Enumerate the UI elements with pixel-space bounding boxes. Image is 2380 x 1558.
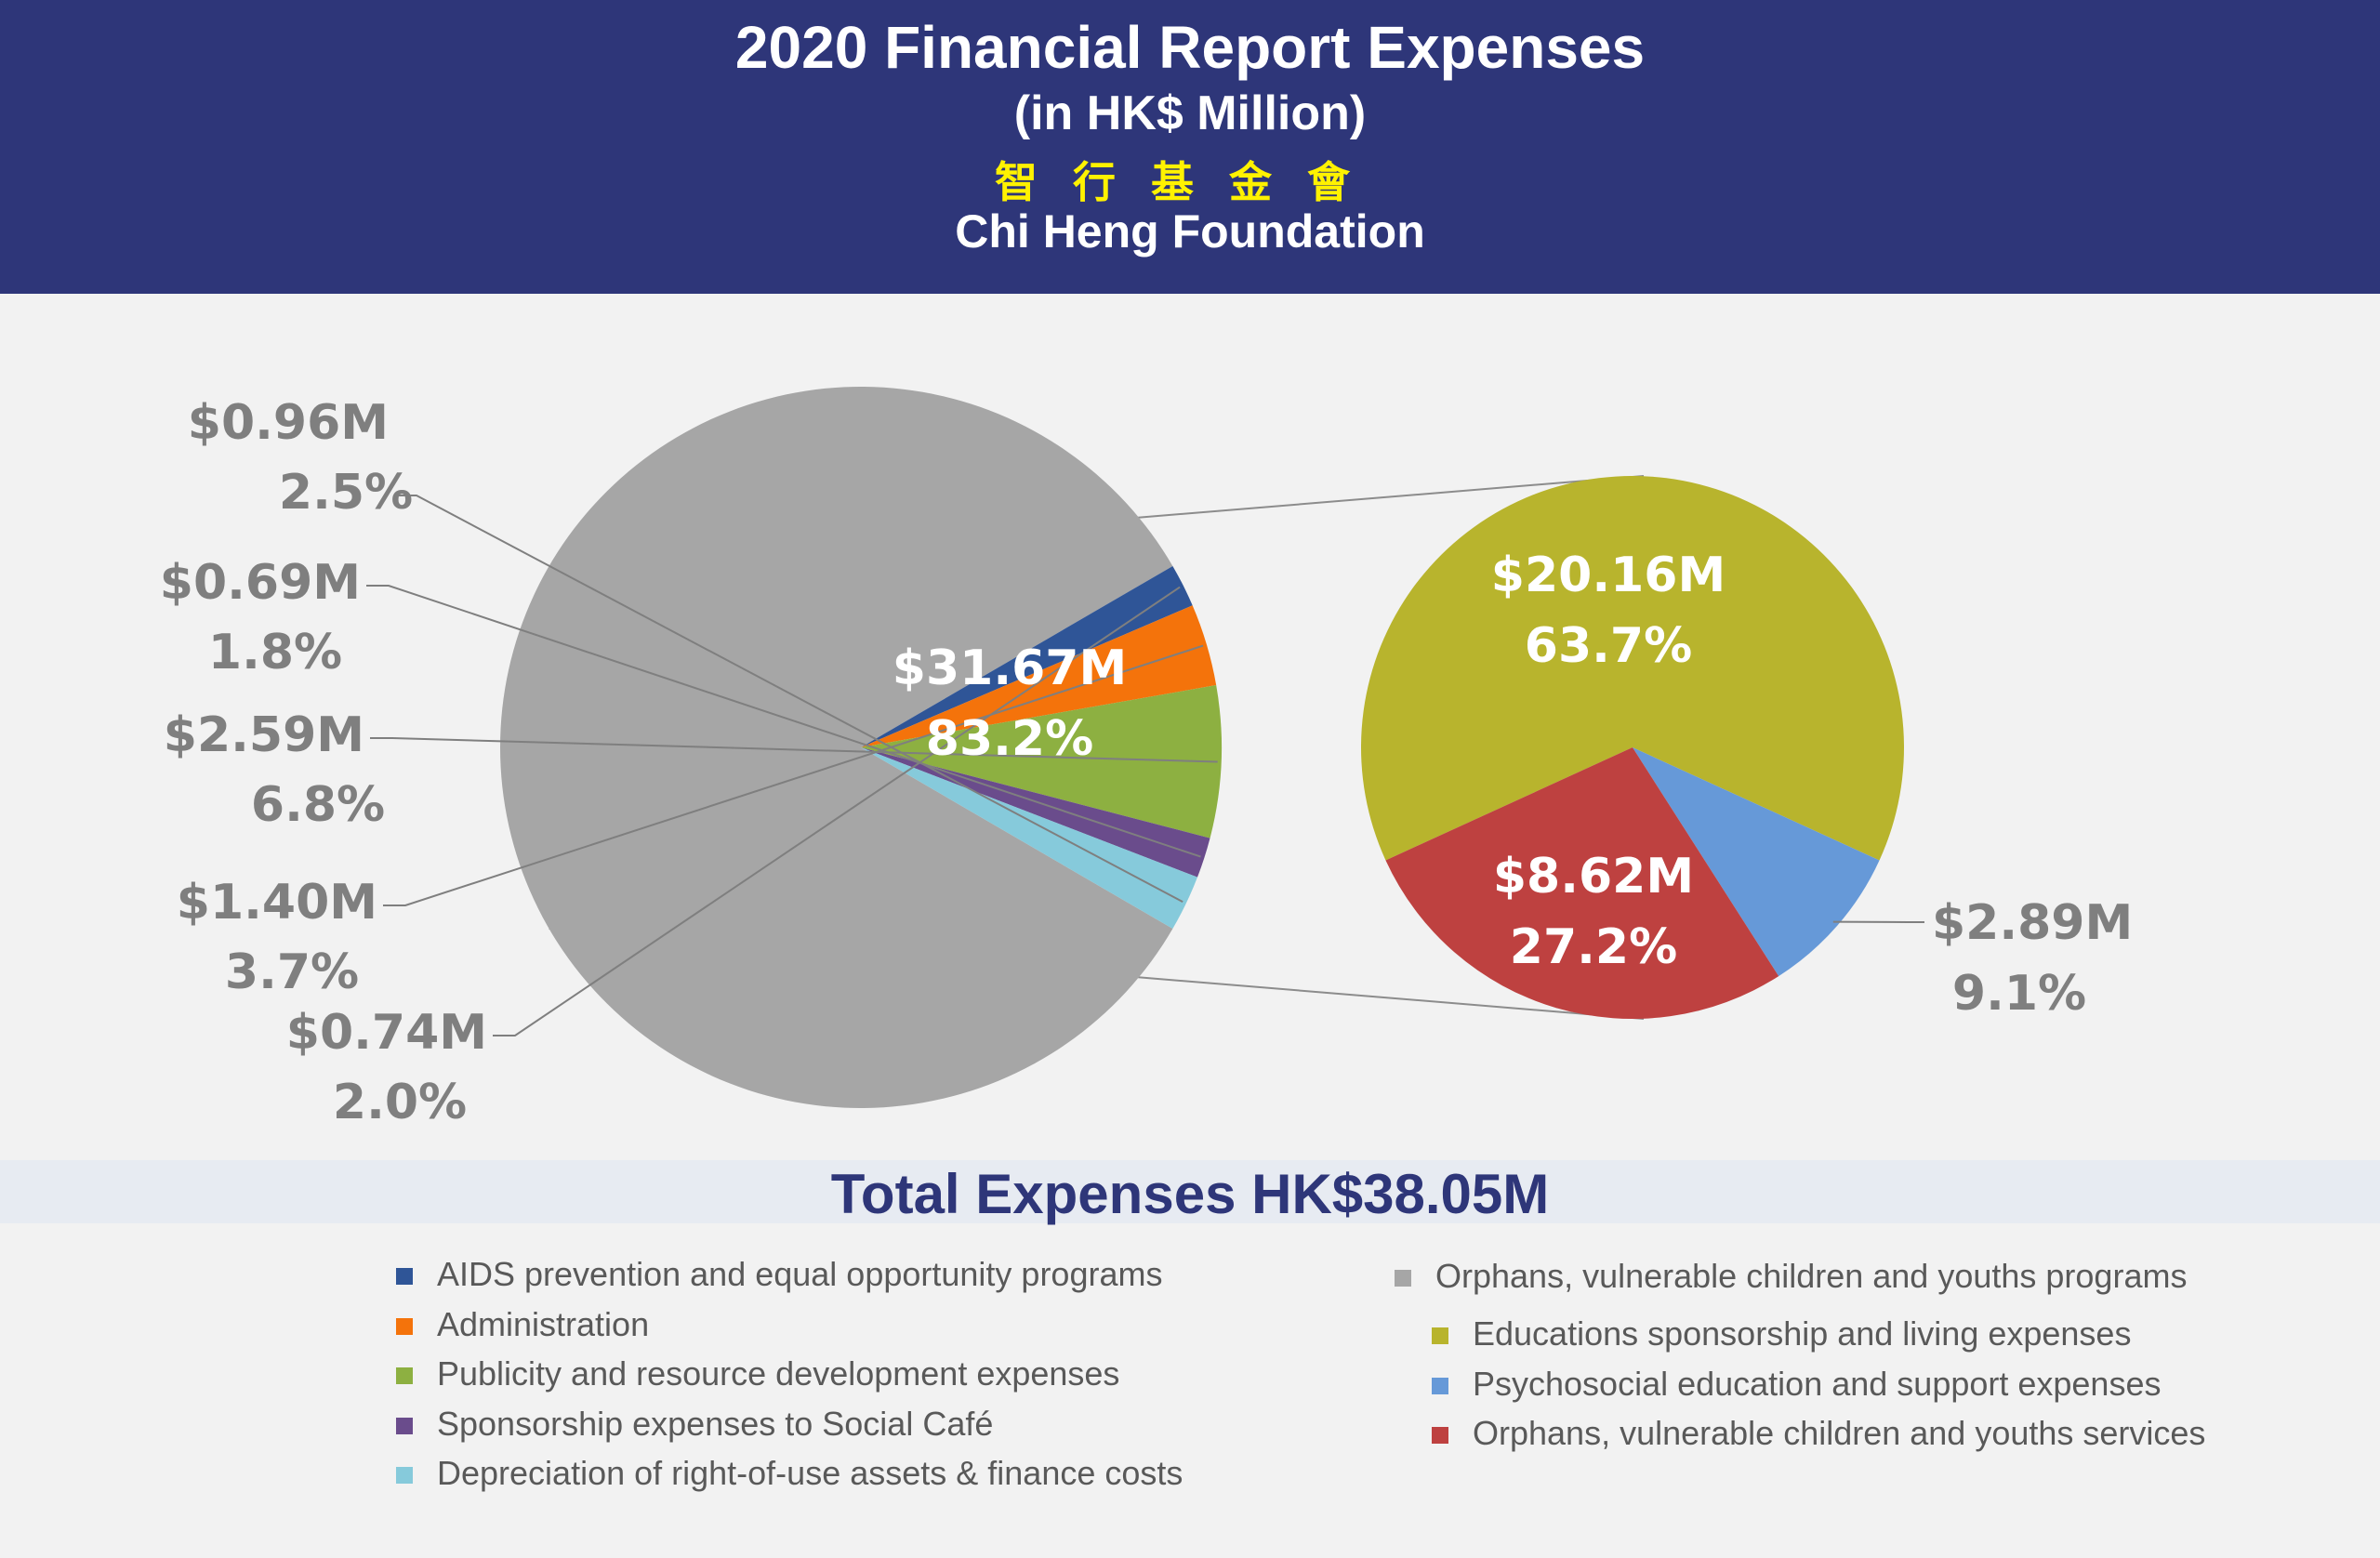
chinese-org-name: 智行基金會 [995, 157, 1385, 207]
label-value-aids-prevention-and-equal-opportunity-programs: $0.74M [286, 1005, 487, 1061]
leader-line-depreciation-of-right-of-use-assets-finance-costs [394, 495, 1183, 904]
legend-label: Educations sponsorship and living expens… [1473, 1314, 2132, 1353]
legend-swatch [1432, 1378, 1448, 1394]
legend-label: Publicity and resource development expen… [437, 1354, 1120, 1393]
legend-swatch [396, 1367, 413, 1384]
label-value-orphans-vulnerable-children-and-youths-programs: $31.67M [892, 640, 1127, 696]
main-pie-slice-administration [861, 605, 1217, 747]
legend-label: AIDS prevention and equal opportunity pr… [437, 1255, 1163, 1293]
label-value-sponsorship-expenses-to-social-caf: $0.69M [160, 555, 361, 611]
report-title: 2020 Financial Report Expenses [734, 14, 1646, 81]
org-name: Chi Heng Foundation [955, 205, 1425, 257]
label-percent-aids-prevention-and-equal-opportunity-programs: 2.0% [333, 1075, 467, 1130]
report-subtitle: (in HK$ Million) [1013, 86, 1367, 140]
main-pie-slice-sponsorship-expenses-to-social-caf [861, 747, 1210, 878]
legend-swatch [396, 1317, 413, 1335]
main-pie-slice-depreciation-of-right-of-use-assets-finance-costs [861, 747, 1197, 930]
legend-swatch [1432, 1427, 1448, 1444]
label-percent-publicity-and-resource-development-expenses: 6.8% [251, 777, 385, 833]
total-band [0, 1160, 2380, 1223]
legend-label: Depreciation of right-of-use assets & fi… [437, 1454, 1183, 1492]
leader-line-administration [383, 644, 1204, 906]
label-percent-administration: 3.7% [225, 944, 359, 1000]
pie-of-pie-chart: $31.67M 83.2% $0.74M 2.0% $1.40M 3.7% $2.59M 6.… [160, 387, 2133, 1130]
legend-swatch [1395, 1270, 1411, 1287]
legend-swatch [1432, 1327, 1448, 1344]
label-percent-educations-sponsorship-and-living-expenses: 63.7% [1525, 618, 1692, 674]
legend-swatch [396, 1417, 413, 1434]
label-value-psychosocial-education-and-support-expenses: $2.89M [1932, 895, 2133, 951]
label-value-orphans-vulnerable-children-and-youths-services: $8.62M [1493, 849, 1694, 904]
label-value-depreciation-of-right-of-use-assets-finance-costs: $0.96M [188, 395, 389, 451]
leader-line-aids-prevention-and-equal-opportunity-programs [493, 586, 1181, 1036]
total-expenses: Total Expenses HK$38.05M [830, 1163, 1550, 1225]
sub-pie-slice-psychosocial-education-and-support-expenses [1633, 747, 1880, 977]
main-pie-slice-aids-prevention-and-equal-opportunity-programs [861, 565, 1193, 747]
main-pie-slice-orphans-vulnerable-children-and-youths-programs [499, 387, 1173, 1109]
label-value-publicity-and-resource-development-expenses: $2.59M [164, 707, 364, 763]
label-percent-orphans-vulnerable-children-and-youths-programs: 83.2% [926, 711, 1093, 767]
legend-swatch [396, 1268, 413, 1285]
report-header: 2020 Financial Report Expenses (in HK$ M… [0, 0, 2380, 294]
legend-label: Administration [437, 1304, 650, 1343]
label-value-educations-sponsorship-and-living-expenses: $20.16M [1491, 548, 1726, 603]
main-pie-slice-publicity-and-resource-development-expenses [861, 685, 1222, 838]
leader-line-publicity-and-resource-development-expenses [370, 737, 1218, 763]
leader-line-sponsorship-expenses-to-social-caf [366, 585, 1201, 858]
legend-label: Psychosocial education and support expen… [1473, 1365, 2162, 1403]
legend-label: Sponsorship expenses to Social Café [437, 1404, 994, 1443]
legend-swatch [396, 1467, 413, 1484]
legend-label: Orphans, vulnerable children and youths … [1435, 1257, 2188, 1295]
sub-pie-slice-orphans-vulnerable-children-and-youths-services [1385, 747, 1779, 1020]
sub-pie-slice-educations-sponsorship-and-living-expenses [1360, 476, 1904, 861]
label-percent-orphans-vulnerable-children-and-youths-services: 27.2% [1510, 919, 1677, 975]
label-percent-depreciation-of-right-of-use-assets-finance-costs: 2.5% [279, 465, 413, 521]
label-percent-psychosocial-education-and-support-expenses: 9.1% [1952, 966, 2086, 1022]
label-value-administration: $1.40M [177, 875, 377, 931]
legend-label: Orphans, vulnerable children and youths … [1473, 1414, 2206, 1452]
label-percent-sponsorship-expenses-to-social-caf: 1.8% [208, 625, 342, 680]
